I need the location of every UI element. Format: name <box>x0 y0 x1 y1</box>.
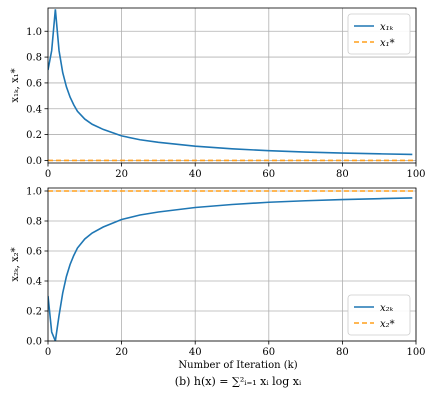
y-tick-label: 1.0 <box>26 27 42 38</box>
x-tick-label: 80 <box>336 169 349 180</box>
x-tick-label: 0 <box>45 347 51 358</box>
figure-caption: (b) h(x) = ∑²ᵢ₌₁ xᵢ log xᵢ <box>175 375 302 388</box>
x-tick-label: 60 <box>262 169 275 180</box>
y-tick-label: 1.0 <box>26 187 42 198</box>
series-line-iterate <box>48 9 413 156</box>
x-axis-label: Number of Iteration (k) <box>178 360 297 371</box>
y-tick-label: 0.4 <box>26 277 42 288</box>
y-tick-label: 0.6 <box>26 247 42 258</box>
top-panel: 0 20 40 60 80 100 0.0 0.2 0.4 0.6 0.8 1.0 x₁ₖ, x₁* x₁… <box>10 7 426 180</box>
legend-label: x₂ₖ <box>380 303 394 314</box>
x-tick-label: 100 <box>406 347 425 358</box>
y-axis-label: x₂ₖ, x₂* <box>10 247 21 281</box>
x-tick-label: 100 <box>406 169 425 180</box>
y-tick-label: 0.4 <box>26 104 42 115</box>
legend: x₂ₖ x₂* <box>347 294 411 336</box>
y-tick-label: 0.0 <box>26 156 42 167</box>
axes-frame <box>47 187 417 342</box>
x-tick-label: 20 <box>115 347 128 358</box>
legend: x₁ₖ x₁* <box>347 13 411 55</box>
x-tick-label: 40 <box>189 169 202 180</box>
x-tick-label: 0 <box>45 169 51 180</box>
x-tick-label: 40 <box>189 347 202 358</box>
y-tick-label: 0.2 <box>26 307 42 318</box>
legend-box <box>347 13 411 55</box>
series-line-iterate <box>48 197 413 341</box>
x-tick-label: 80 <box>336 347 349 358</box>
y-tick-label: 0.0 <box>26 337 42 348</box>
legend-label: x₁ₖ <box>380 22 394 33</box>
bottom-panel: 0 20 40 60 80 100 0.0 0.2 0.4 0.6 0.8 1.0 x₂ₖ, x₂* x₂… <box>10 187 426 359</box>
y-axis-label: x₁ₖ, x₁* <box>10 68 21 102</box>
x-tick-label: 20 <box>115 169 128 180</box>
y-tick-label: 0.2 <box>26 130 42 141</box>
axes-frame <box>47 7 417 164</box>
y-tick-label: 0.8 <box>26 53 42 64</box>
legend-box <box>347 294 411 336</box>
y-tick-label: 0.8 <box>26 217 42 228</box>
x-tick-label: 60 <box>262 347 275 358</box>
legend-label: x₁* <box>380 38 395 49</box>
legend-label: x₂* <box>380 319 395 330</box>
y-tick-label: 0.6 <box>26 78 42 89</box>
